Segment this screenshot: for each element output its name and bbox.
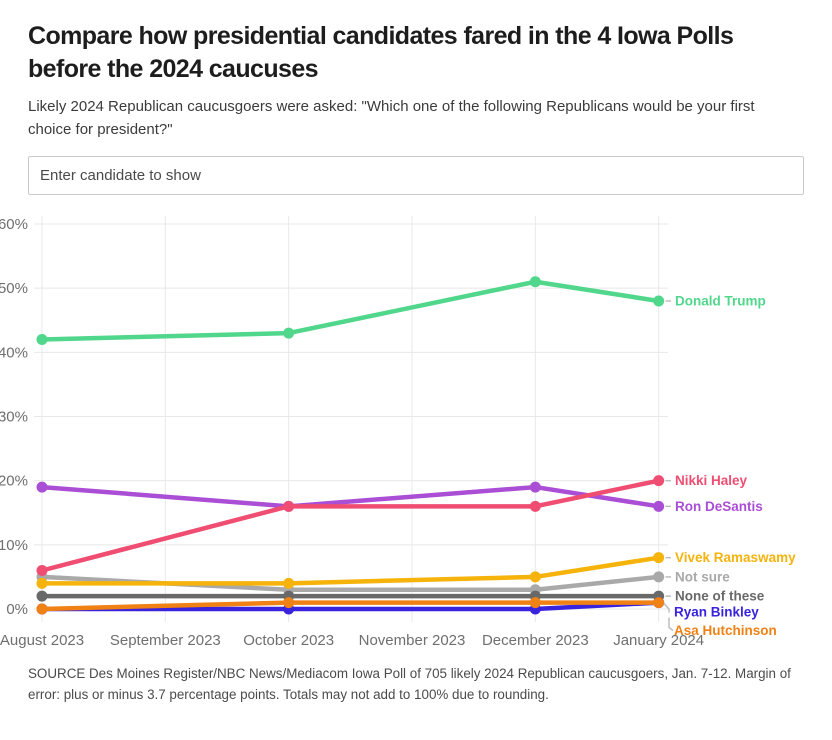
x-axis-tick-label: November 2023 [359,632,466,649]
series-line-ron-desantis[interactable] [39,484,661,509]
data-point-nikki-haley[interactable] [529,500,541,512]
y-axis-tick-label: 60% [0,216,28,233]
x-axis-tick-label: December 2023 [482,632,589,649]
series-label-ron-desantis: Ron DeSantis [675,499,763,514]
series-label-none-of-these: None of these [675,589,765,604]
series-label-vivek-ramaswamy: Vivek Ramaswamy [675,550,796,565]
series-label-donald-trump: Donald Trump [675,294,766,309]
data-point-vivek-ramaswamy[interactable] [529,571,541,583]
series-line-donald-trump[interactable] [39,279,661,342]
data-point-donald-trump[interactable] [283,327,295,339]
series-line-nikki-haley[interactable] [39,478,661,573]
series-label-not-sure: Not sure [675,569,730,584]
x-axis-tick-label: October 2023 [243,632,334,649]
y-axis-tick-label: 30% [0,409,28,426]
data-point-asa-hutchinson[interactable] [653,597,665,609]
page: Compare how presidential candidates fare… [0,20,832,195]
series-label-asa-hutchinson: Asa Hutchinson [674,623,777,638]
data-point-ron-desantis[interactable] [529,481,541,493]
x-axis-tick-label: August 2023 [0,632,84,649]
chart-subtitle: Likely 2024 Republican caucusgoers were … [28,98,755,138]
x-axis-tick-label: January 2024 [613,632,704,649]
data-point-vivek-ramaswamy[interactable] [653,552,665,564]
data-point-asa-hutchinson[interactable] [283,597,295,609]
chart-area: 0% 10% 20% 30% 40% 50% 60% August 2023 September… [0,195,804,655]
data-point-donald-trump[interactable] [36,334,48,345]
page-title: Compare how presidential candidates fare… [28,22,734,83]
data-point-not-sure[interactable] [653,571,665,583]
y-axis-tick-label: 10% [0,537,28,554]
y-axis-tick-label: 40% [0,344,28,361]
data-point-donald-trump[interactable] [653,295,665,307]
data-point-asa-hutchinson[interactable] [529,597,541,609]
candidate-search-input[interactable] [28,156,804,195]
data-point-asa-hutchinson[interactable] [36,603,48,615]
x-axis-tick-label: September 2023 [110,632,221,649]
series-line-asa-hutchinson[interactable] [39,600,661,612]
y-axis-tick-label: 20% [0,473,28,490]
series-line-vivek-ramaswamy[interactable] [39,555,661,586]
data-point-none-of-these[interactable] [36,590,48,602]
data-point-ron-desantis[interactable] [36,481,48,493]
data-point-vivek-ramaswamy[interactable] [283,577,295,589]
series-line-ryan-binkley[interactable] [39,600,661,612]
data-point-donald-trump[interactable] [529,276,541,288]
series-label-ryan-binkley: Ryan Binkley [674,605,759,620]
data-point-nikki-haley[interactable] [283,500,295,512]
data-point-ron-desantis[interactable] [653,500,665,512]
data-point-nikki-haley[interactable] [36,565,48,576]
data-point-vivek-ramaswamy[interactable] [36,577,48,589]
candidate-search [28,156,804,195]
y-axis-tick-label: 50% [0,280,28,297]
iowa-poll-line-chart[interactable]: 0% 10% 20% 30% 40% 50% 60% August 2023 September… [0,195,804,655]
y-axis-tick-label: 0% [6,601,28,618]
data-point-nikki-haley[interactable] [653,475,665,487]
label-connector [668,617,674,632]
source-note: SOURCE Des Moines Register/NBC News/Medi… [28,666,791,702]
label-connector [663,602,670,613]
series-label-nikki-haley: Nikki Haley [675,473,748,488]
